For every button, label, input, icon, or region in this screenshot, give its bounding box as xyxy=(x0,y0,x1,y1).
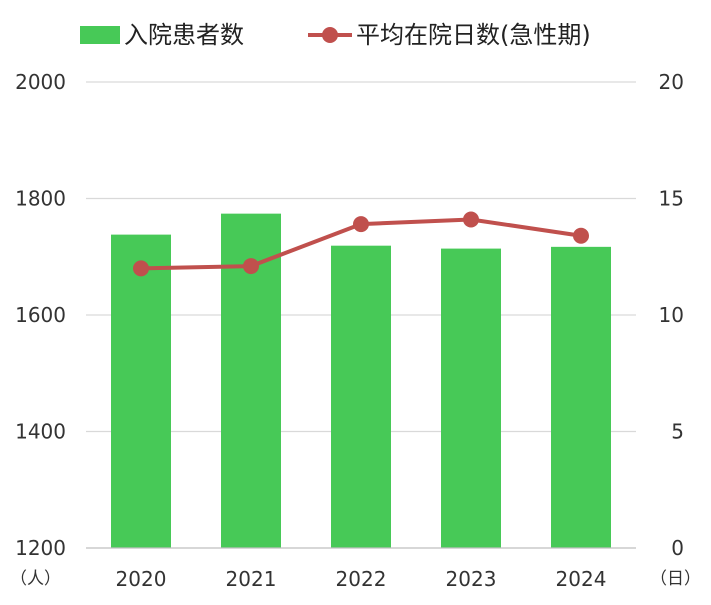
x-axis-tick-label: 2023 xyxy=(446,567,497,591)
legend-swatch-patients xyxy=(80,26,120,44)
bar-series xyxy=(111,213,611,549)
line-point xyxy=(463,211,479,228)
line-point xyxy=(353,216,369,233)
right-axis-tick-label: 10 xyxy=(659,303,684,327)
right-axis-tick-label: 5 xyxy=(671,420,684,444)
left-axis-tick-label: 2000 xyxy=(15,70,66,94)
line-point xyxy=(573,227,589,244)
legend-label-stay: 平均在院日数(急性期) xyxy=(356,21,591,49)
left-axis-tick-label: 1600 xyxy=(15,303,66,327)
left-axis-tick-label: 1400 xyxy=(15,420,66,444)
right-axis-tick-label: 20 xyxy=(659,70,684,94)
line-point xyxy=(243,258,259,275)
legend-label-patients: 入院患者数 xyxy=(124,21,244,49)
bar xyxy=(551,246,611,548)
line-series xyxy=(133,211,589,277)
x-axis-tick-label: 2020 xyxy=(116,567,167,591)
right-axis-unit: （日） xyxy=(650,569,701,589)
x-axis-tick-label: 2022 xyxy=(336,567,387,591)
right-axis-tick-label: 15 xyxy=(659,187,684,211)
x-axis-tick-label: 2021 xyxy=(226,567,277,591)
line-point xyxy=(133,260,149,277)
bar xyxy=(111,234,171,549)
legend-swatch-stay-marker xyxy=(322,27,338,43)
left-axis-tick-label: 1800 xyxy=(15,187,66,211)
bar xyxy=(331,245,391,548)
x-axis-tick-label: 2024 xyxy=(556,567,607,591)
bar xyxy=(441,248,501,548)
right-axis-tick-label: 0 xyxy=(671,536,684,560)
left-axis-tick-label: 1200 xyxy=(15,536,66,560)
left-axis-unit: （人） xyxy=(10,569,61,589)
legend: 入院患者数 平均在院日数(急性期) xyxy=(80,21,591,49)
